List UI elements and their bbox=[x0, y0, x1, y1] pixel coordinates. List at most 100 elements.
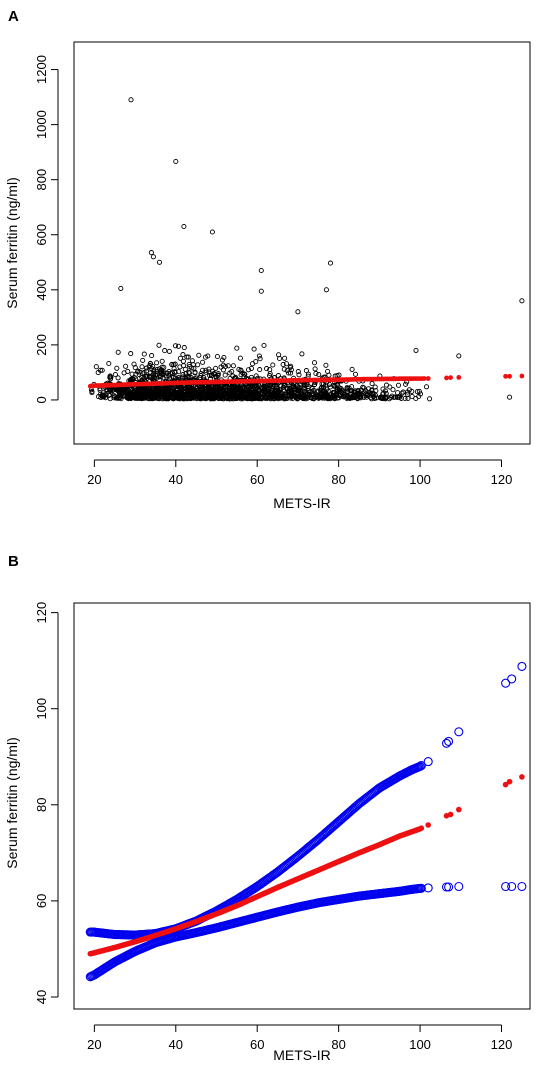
data-point bbox=[237, 355, 243, 361]
fitted-point bbox=[425, 822, 432, 828]
data-point bbox=[166, 348, 172, 354]
fitted-point bbox=[502, 781, 509, 788]
data-point bbox=[417, 391, 424, 397]
data-point bbox=[184, 354, 190, 360]
data-point bbox=[93, 364, 99, 370]
data-point bbox=[334, 388, 340, 394]
data-point bbox=[179, 395, 185, 401]
ci-lower-point bbox=[517, 881, 527, 892]
ci-upper-point bbox=[501, 678, 511, 688]
fitted-point bbox=[418, 825, 425, 831]
fitted-point bbox=[448, 375, 453, 380]
data-point bbox=[137, 369, 143, 375]
data-point bbox=[203, 390, 210, 396]
data-point bbox=[117, 389, 123, 395]
data-point bbox=[222, 363, 228, 370]
data-point bbox=[147, 370, 153, 376]
data-point bbox=[121, 370, 127, 376]
data-point bbox=[124, 393, 130, 399]
data-point bbox=[332, 382, 338, 388]
x-tick-label-b: 120 bbox=[491, 1037, 513, 1052]
data-point bbox=[175, 391, 181, 397]
data-point bbox=[181, 345, 187, 351]
data-point bbox=[145, 390, 151, 396]
data-point bbox=[256, 387, 262, 393]
data-point bbox=[176, 375, 182, 381]
data-point bbox=[316, 371, 322, 378]
data-point bbox=[349, 395, 356, 401]
data-point bbox=[150, 254, 156, 260]
panel-a: A METS-IR Serum ferritin (ng/ml) 20 40 60 8… bbox=[0, 0, 536, 530]
data-point bbox=[111, 393, 117, 399]
x-tick-label-a: 60 bbox=[250, 472, 264, 487]
data-point bbox=[180, 352, 186, 358]
data-point bbox=[256, 353, 262, 359]
data-point bbox=[151, 374, 157, 380]
data-point bbox=[148, 250, 154, 256]
scatter-chart-a: A METS-IR Serum ferritin (ng/ml) 20 40 60 8… bbox=[4, 8, 531, 511]
data-point bbox=[283, 361, 290, 367]
data-point bbox=[196, 384, 202, 390]
data-point bbox=[143, 368, 150, 374]
data-point bbox=[261, 383, 267, 389]
data-point bbox=[248, 390, 254, 396]
data-point bbox=[170, 388, 176, 394]
data-point bbox=[195, 362, 201, 368]
data-point bbox=[323, 287, 329, 293]
data-point bbox=[227, 396, 233, 402]
data-point bbox=[198, 373, 204, 379]
data-point bbox=[281, 366, 287, 372]
data-point bbox=[249, 361, 256, 367]
y-tick-label-a: 400 bbox=[34, 279, 49, 301]
fitted-point bbox=[421, 376, 427, 381]
data-point bbox=[311, 382, 317, 388]
data-point bbox=[312, 366, 318, 372]
data-point bbox=[311, 360, 318, 366]
data-point bbox=[169, 362, 175, 368]
data-point bbox=[295, 369, 301, 375]
ci-upper-point bbox=[423, 757, 433, 767]
data-point bbox=[207, 394, 213, 400]
data-point bbox=[236, 366, 242, 372]
data-point bbox=[373, 388, 379, 394]
data-point bbox=[294, 396, 300, 402]
fitted-point bbox=[519, 774, 525, 780]
data-point bbox=[295, 309, 301, 315]
data-point bbox=[327, 260, 334, 266]
data-point bbox=[321, 388, 327, 394]
scatter-chart-b: B METS-IR Serum ferritin (ng/ml) 20 40 60 8… bbox=[4, 553, 531, 1063]
data-point bbox=[313, 370, 319, 377]
fitted-point bbox=[456, 806, 462, 813]
data-point bbox=[172, 369, 178, 376]
data-point bbox=[299, 351, 305, 357]
data-point bbox=[218, 386, 224, 393]
data-point bbox=[232, 384, 238, 390]
data-point bbox=[153, 390, 159, 396]
data-point bbox=[209, 229, 215, 235]
data-point bbox=[181, 223, 187, 230]
data-point bbox=[270, 362, 276, 368]
data-point bbox=[164, 394, 170, 400]
data-point bbox=[171, 362, 177, 368]
data-point bbox=[137, 392, 143, 398]
data-point bbox=[165, 387, 171, 394]
data-point bbox=[95, 370, 101, 376]
y-tick-label-a: 0 bbox=[34, 396, 49, 403]
fitted-point bbox=[503, 373, 508, 379]
data-point bbox=[369, 396, 375, 402]
data-point bbox=[214, 353, 220, 360]
data-point bbox=[185, 396, 191, 402]
data-point bbox=[203, 369, 209, 375]
data-point bbox=[323, 362, 329, 368]
ci-upper-point bbox=[517, 661, 527, 671]
data-point bbox=[172, 343, 179, 349]
y-tick-label-b: 60 bbox=[34, 894, 49, 908]
data-point bbox=[368, 392, 374, 398]
data-point bbox=[106, 360, 112, 367]
ci-lower-point bbox=[416, 883, 426, 893]
data-point bbox=[320, 393, 326, 399]
plot-frame-b bbox=[73, 602, 531, 1010]
panel-label-b: B bbox=[8, 553, 19, 570]
data-point bbox=[344, 385, 350, 391]
data-point bbox=[200, 393, 206, 399]
